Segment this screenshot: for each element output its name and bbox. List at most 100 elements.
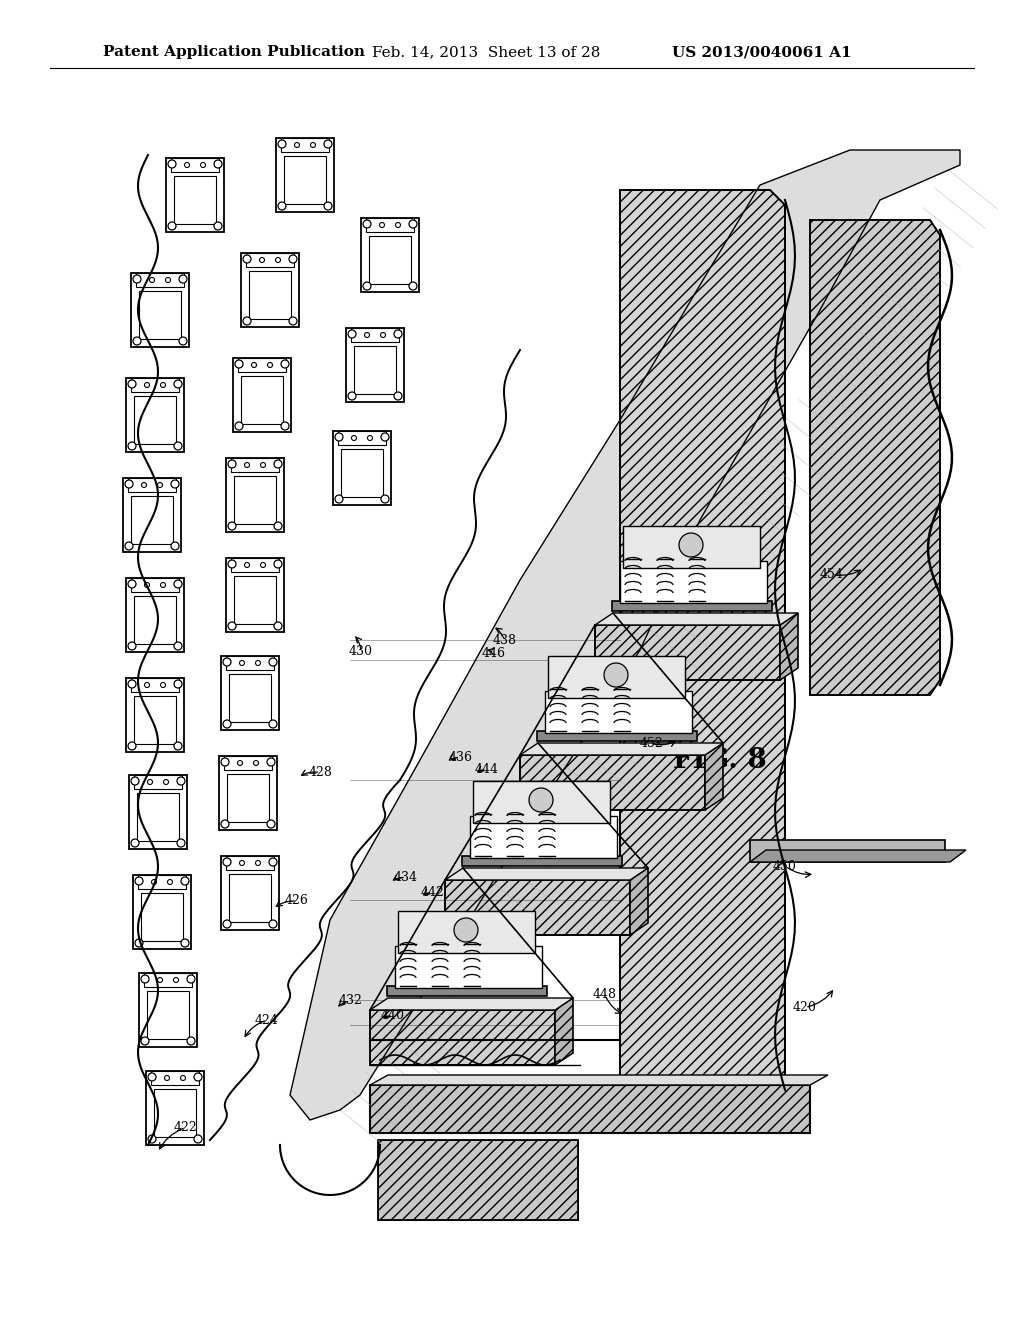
Bar bbox=[545, 690, 692, 733]
Circle shape bbox=[221, 820, 229, 828]
Bar bbox=[126, 578, 184, 652]
Circle shape bbox=[141, 975, 150, 983]
Circle shape bbox=[171, 543, 179, 550]
Bar bbox=[137, 793, 179, 841]
Bar bbox=[141, 894, 183, 941]
Circle shape bbox=[128, 380, 136, 388]
Polygon shape bbox=[290, 150, 961, 1119]
Circle shape bbox=[128, 680, 136, 688]
Polygon shape bbox=[620, 190, 785, 1110]
Polygon shape bbox=[780, 612, 798, 680]
Bar bbox=[229, 874, 271, 921]
Circle shape bbox=[223, 657, 231, 667]
Circle shape bbox=[223, 719, 231, 729]
Circle shape bbox=[368, 436, 373, 441]
Circle shape bbox=[173, 978, 178, 982]
Bar bbox=[750, 840, 945, 862]
Bar bbox=[226, 458, 284, 532]
Circle shape bbox=[214, 160, 222, 168]
Circle shape bbox=[295, 143, 299, 148]
Circle shape bbox=[269, 657, 278, 667]
Bar bbox=[370, 1010, 555, 1065]
Circle shape bbox=[133, 337, 141, 345]
Bar bbox=[246, 253, 294, 267]
Circle shape bbox=[144, 582, 150, 587]
Bar bbox=[595, 624, 780, 680]
Circle shape bbox=[252, 363, 256, 367]
Bar bbox=[134, 775, 182, 789]
Bar bbox=[146, 1071, 204, 1144]
Bar bbox=[370, 1085, 810, 1133]
Circle shape bbox=[381, 433, 389, 441]
Circle shape bbox=[604, 663, 628, 686]
Circle shape bbox=[179, 337, 187, 345]
Circle shape bbox=[168, 879, 172, 884]
Circle shape bbox=[380, 223, 384, 227]
Polygon shape bbox=[750, 850, 966, 862]
Text: Feb. 14, 2013  Sheet 13 of 28: Feb. 14, 2013 Sheet 13 of 28 bbox=[372, 45, 600, 59]
Bar bbox=[134, 396, 176, 444]
Polygon shape bbox=[370, 998, 573, 1010]
Circle shape bbox=[184, 162, 189, 168]
Bar bbox=[338, 432, 386, 445]
Polygon shape bbox=[520, 743, 723, 755]
Bar bbox=[131, 578, 179, 591]
Polygon shape bbox=[445, 869, 648, 880]
Circle shape bbox=[351, 436, 356, 441]
Circle shape bbox=[135, 876, 143, 884]
Text: 426: 426 bbox=[285, 895, 309, 908]
Bar bbox=[333, 432, 391, 506]
Bar bbox=[378, 1140, 578, 1220]
Bar bbox=[398, 911, 535, 953]
Circle shape bbox=[278, 202, 286, 210]
Bar bbox=[520, 755, 705, 810]
Bar bbox=[595, 624, 780, 680]
Bar bbox=[520, 755, 705, 810]
Circle shape bbox=[179, 275, 187, 282]
Circle shape bbox=[234, 422, 243, 430]
Circle shape bbox=[152, 879, 157, 884]
Bar bbox=[133, 875, 191, 949]
Text: 430: 430 bbox=[349, 645, 373, 659]
Bar bbox=[234, 477, 276, 524]
Circle shape bbox=[679, 533, 703, 557]
Circle shape bbox=[133, 275, 141, 282]
Circle shape bbox=[181, 876, 189, 884]
Polygon shape bbox=[810, 220, 940, 696]
Circle shape bbox=[174, 742, 182, 750]
Text: Patent Application Publication: Patent Application Publication bbox=[103, 45, 365, 59]
Circle shape bbox=[240, 660, 245, 665]
Bar bbox=[238, 358, 286, 372]
Bar bbox=[174, 176, 216, 224]
Circle shape bbox=[228, 521, 236, 531]
Circle shape bbox=[161, 582, 166, 587]
Circle shape bbox=[158, 483, 163, 487]
Circle shape bbox=[256, 660, 260, 665]
Bar bbox=[131, 273, 189, 347]
Circle shape bbox=[181, 939, 189, 946]
Bar bbox=[139, 973, 197, 1047]
Bar bbox=[224, 756, 272, 770]
Circle shape bbox=[238, 760, 243, 766]
Circle shape bbox=[381, 333, 385, 338]
Text: FIG. 8: FIG. 8 bbox=[673, 747, 767, 774]
Text: 436: 436 bbox=[449, 751, 472, 764]
Circle shape bbox=[177, 777, 185, 785]
Bar bbox=[445, 880, 630, 935]
Bar bbox=[138, 875, 186, 888]
Bar bbox=[226, 558, 284, 632]
Bar bbox=[473, 781, 610, 822]
Text: 432: 432 bbox=[339, 994, 362, 1007]
Bar bbox=[123, 478, 181, 552]
Bar bbox=[470, 816, 617, 858]
Circle shape bbox=[362, 282, 371, 290]
Circle shape bbox=[161, 383, 166, 388]
Polygon shape bbox=[595, 612, 798, 624]
Text: US 2013/0040061 A1: US 2013/0040061 A1 bbox=[672, 45, 852, 59]
Circle shape bbox=[187, 975, 195, 983]
Bar bbox=[151, 1071, 199, 1085]
Bar bbox=[361, 218, 419, 292]
Bar bbox=[354, 346, 396, 393]
Bar bbox=[284, 156, 326, 205]
Circle shape bbox=[365, 333, 370, 338]
